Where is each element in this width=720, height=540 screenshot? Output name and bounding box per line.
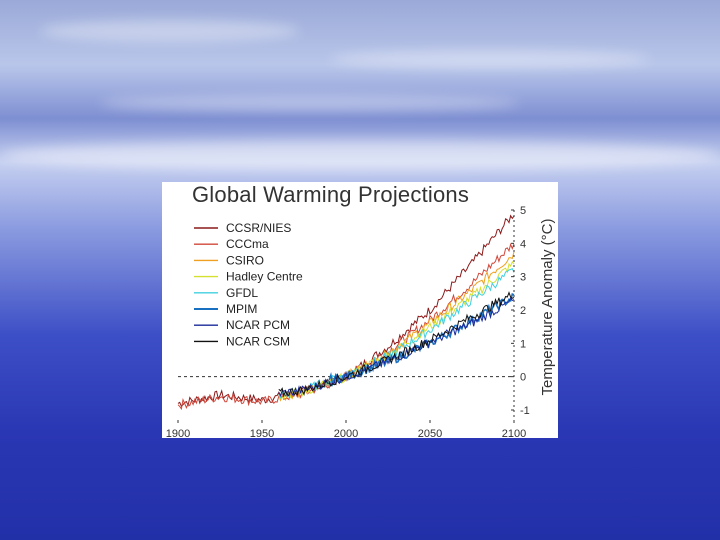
legend-label: GFDL [226,286,258,300]
chart-svg: CCSR/NIES CCCma CSIRO Hadley Centre GFDL MPIM… [166,205,556,438]
cloud-streak [330,50,650,68]
series-line-hadley-centre [278,260,515,400]
chart-panel: Global Warming Projections CCSR/NIES CCCm… [162,182,558,438]
legend-label: CCSR/NIES [226,221,291,235]
cloud-streak [100,95,520,111]
legend-label: CSIRO [226,253,264,267]
chart-title: Global Warming Projections [192,182,470,207]
y-tick-label: 3 [520,272,526,284]
x-tick-label: 2000 [334,428,358,438]
y-tick-label: 5 [520,205,526,217]
y-tick-label: 4 [520,238,526,250]
series-line-ccsr-nies [177,214,515,408]
y-tick-label: 2 [520,305,526,317]
x-tick-label: 1900 [166,428,190,438]
y-tick-label: 1 [520,338,526,350]
legend-label: MPIM [226,302,257,316]
legend-label: CCCma [226,237,269,251]
legend-label: NCAR CSM [226,334,290,348]
y-tick-label: -1 [520,405,530,417]
series-line-ncar-csm [278,291,515,398]
legend-label: Hadley Centre [226,270,303,284]
y-tick-label: 0 [520,372,526,384]
x-tick-label: 1950 [250,428,274,438]
x-tick-label: 2100 [502,428,526,438]
series-line-gfdl [278,268,515,399]
x-tick-label: 2050 [418,428,442,438]
cloud-streak [40,20,300,42]
horizon-glow [0,140,720,170]
y-axis-label: Temperature Anomaly (°C) [539,219,556,396]
legend-label: NCAR PCM [226,318,290,332]
